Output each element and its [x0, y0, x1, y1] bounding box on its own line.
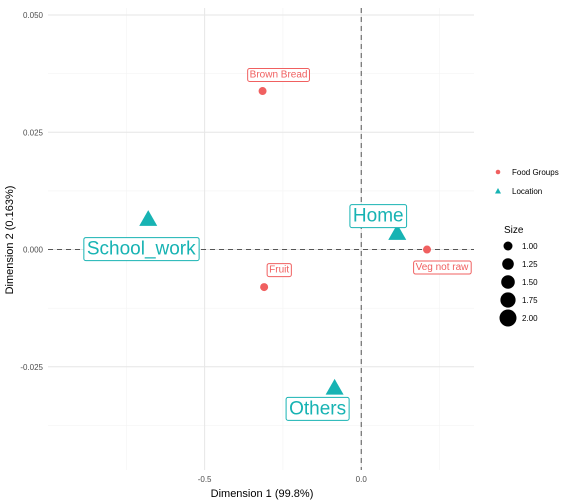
legend-size-label: 1.00	[522, 242, 538, 251]
label-box	[413, 260, 472, 275]
legend-key-food-groups	[495, 169, 501, 175]
label-box	[266, 263, 292, 278]
legend-size-key	[502, 258, 514, 270]
x-tick-label: -0.5	[198, 475, 212, 484]
legend-key-location	[495, 188, 501, 194]
legend-size-label: 1.25	[522, 260, 538, 269]
legend-label: Food Groups	[512, 168, 559, 177]
legend-size-title: Size	[504, 225, 524, 236]
tick-labels: -0.5 0.0 -0.025 0.000 0.025 0.050	[20, 11, 367, 484]
label-brown-bread: Brown Bread	[247, 68, 310, 83]
point-home	[388, 224, 407, 240]
label-veg-not-raw: Veg not raw	[413, 260, 472, 275]
label-box	[285, 396, 350, 421]
label-text: Fruit	[269, 265, 289, 276]
label-text: Brown Bread	[250, 70, 308, 81]
legend-size-key	[499, 309, 517, 327]
label-others: Others	[285, 396, 350, 421]
data-labels: Brown Bread Fruit Veg not raw School_work Ho…	[83, 68, 472, 421]
x-tick-label: 0.0	[356, 475, 368, 484]
data-points	[139, 87, 432, 395]
label-text: Home	[353, 206, 404, 227]
point-veg-not-raw	[423, 245, 432, 254]
label-box	[247, 68, 310, 83]
legend-size-label: 1.75	[522, 296, 538, 305]
y-axis-title: Dimension 2 (0.163%)	[4, 186, 16, 295]
y-tick-label: -0.025	[20, 363, 43, 372]
label-text: Others	[289, 398, 346, 419]
legend-label: Location	[512, 187, 542, 196]
legend: Food Groups Location Size 1.00 1.25 1.50 1.75 2…	[495, 168, 559, 327]
y-tick-label: 0.000	[23, 246, 44, 255]
legend-size-label: 1.50	[522, 278, 538, 287]
label-home: Home	[349, 204, 408, 229]
legend-size-key	[503, 241, 513, 251]
label-box	[349, 204, 408, 229]
y-tick-label: 0.025	[23, 128, 44, 137]
point-school-work	[139, 210, 158, 226]
point-brown-bread	[258, 87, 267, 96]
label-school-work: School_work	[83, 237, 200, 262]
label-text: School_work	[87, 239, 196, 260]
point-fruit	[260, 283, 269, 292]
x-axis-title: Dimension 1 (99.8%)	[211, 488, 314, 500]
y-tick-label: 0.050	[23, 11, 44, 20]
reference-lines	[48, 8, 474, 470]
point-others	[325, 378, 344, 395]
label-box	[83, 237, 200, 262]
legend-size-label: 2.00	[522, 314, 538, 323]
label-fruit: Fruit	[266, 263, 292, 278]
legend-size-key	[501, 275, 515, 289]
legend-size-key	[500, 292, 516, 308]
label-text: Veg not raw	[416, 262, 470, 273]
